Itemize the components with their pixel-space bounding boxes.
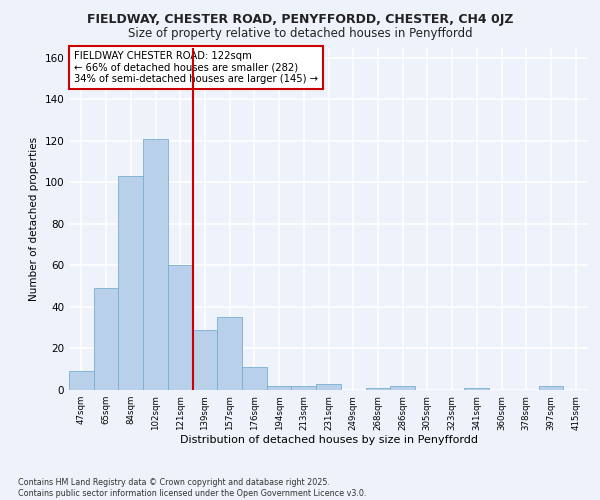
Text: FIELDWAY CHESTER ROAD: 122sqm
← 66% of detached houses are smaller (282)
34% of : FIELDWAY CHESTER ROAD: 122sqm ← 66% of d… <box>74 51 318 84</box>
Bar <box>168 266 193 390</box>
Text: Contains HM Land Registry data © Crown copyright and database right 2025.
Contai: Contains HM Land Registry data © Crown c… <box>18 478 367 498</box>
Bar <box>193 330 217 390</box>
Bar <box>365 388 390 390</box>
Bar <box>539 386 563 390</box>
Bar <box>292 386 316 390</box>
Bar <box>390 386 415 390</box>
Bar <box>316 384 341 390</box>
Bar <box>242 367 267 390</box>
X-axis label: Distribution of detached houses by size in Penyffordd: Distribution of detached houses by size … <box>179 436 478 446</box>
Bar <box>267 386 292 390</box>
Bar <box>118 176 143 390</box>
Text: Size of property relative to detached houses in Penyffordd: Size of property relative to detached ho… <box>128 28 472 40</box>
Y-axis label: Number of detached properties: Number of detached properties <box>29 136 39 301</box>
Text: FIELDWAY, CHESTER ROAD, PENYFFORDD, CHESTER, CH4 0JZ: FIELDWAY, CHESTER ROAD, PENYFFORDD, CHES… <box>87 12 513 26</box>
Bar <box>69 372 94 390</box>
Bar <box>464 388 489 390</box>
Bar <box>143 139 168 390</box>
Bar <box>94 288 118 390</box>
Bar <box>217 318 242 390</box>
